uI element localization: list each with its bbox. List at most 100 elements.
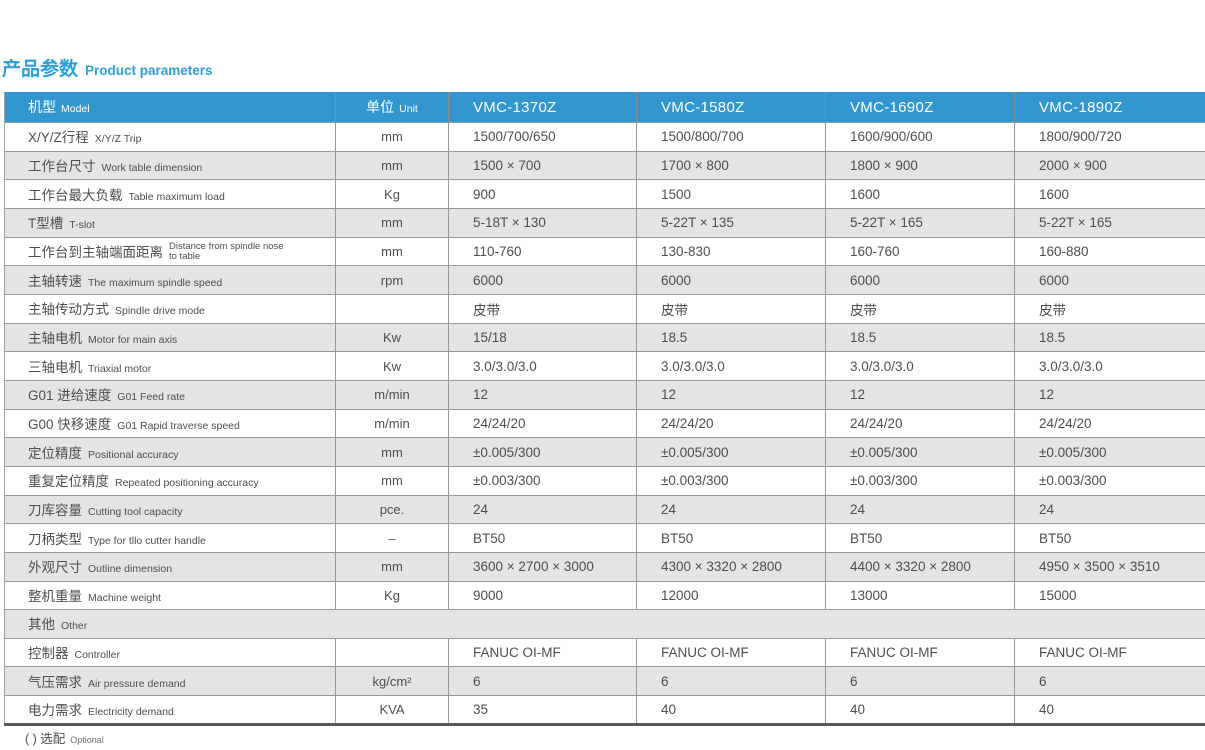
param-label-en: Machine weight	[88, 591, 161, 604]
param-label-zh: 工作台到主轴端面距离	[28, 244, 163, 260]
value-cell: 皮带	[636, 293, 826, 324]
param-label-en: Outline dimension	[88, 563, 173, 576]
unit-cell: Kg	[335, 179, 449, 209]
param-row: 定位精度 Positional accuracy mm ±0.005/300 ±0.00…	[4, 437, 1205, 467]
param-label-zh: 工作台尺寸	[28, 158, 96, 174]
param-label-zh: 气压需求	[28, 674, 82, 690]
header-cell-model-1580: VMC-1580Z	[636, 92, 826, 123]
value-cell: 1600/900/600	[825, 122, 1015, 152]
param-label-zh: 刀柄类型	[28, 531, 82, 547]
param-row: T型槽 T-slot mm 5-18T × 130 5-22T × 135 5-22T ×…	[4, 207, 1205, 238]
value-cell: 18.5	[825, 322, 1015, 352]
value-cell: 4950 × 3500 × 3510	[1014, 551, 1205, 581]
footnote-zh: ( ) 选配	[25, 732, 66, 746]
value-cell: 12000	[636, 580, 826, 610]
unit-cell: rpm	[335, 265, 449, 295]
value-cell: 6000	[825, 265, 1015, 295]
param-label-en: The maximum spindle speed	[88, 276, 223, 289]
unit-cell: mm	[335, 465, 449, 496]
param-label-cell: 刀柄类型 Type for tllo cutter handle	[4, 523, 336, 553]
unit-cell: mm	[335, 150, 449, 180]
value-cell: 1800/900/720	[1014, 122, 1205, 152]
param-label-zh: 整机重量	[28, 588, 82, 604]
param-label-en: T-slot	[69, 219, 95, 232]
param-label-zh: 重复定位精度	[28, 474, 109, 490]
table-header-row: 机型 Model 单位 Unit VMC-1370Z VMC-1580Z VMC-1…	[4, 92, 1205, 123]
page-title: 产品参数 Product parameters	[2, 54, 213, 81]
footnote-en: Optional	[70, 735, 104, 745]
value-cell: 24	[1014, 494, 1205, 524]
value-cell: 6000	[1014, 265, 1205, 295]
param-row: 主轴传动方式 Spindle drive mode 皮带 皮带 皮带 皮带	[4, 293, 1205, 324]
value-cell: ±0.005/300	[636, 437, 826, 467]
param-row: 电力需求 Electricity demand KVA 35 40 40 40	[4, 695, 1205, 725]
header-cell-model-1890: VMC-1890Z	[1014, 92, 1205, 123]
header-model-en: Model	[61, 103, 90, 115]
param-label-en: Positional accuracy	[88, 448, 179, 461]
param-row: 整机重量 Machine weight Kg 9000 12000 13000 15000	[4, 580, 1205, 610]
value-cell: 1500 × 700	[448, 150, 637, 180]
param-label-en: X/Y/Z Trip	[94, 133, 142, 146]
param-row: 工作台到主轴端面距离 Distance from spindle nose to …	[4, 236, 1205, 266]
unit-cell	[335, 293, 449, 324]
value-cell: FANUC OI-MF	[825, 637, 1015, 667]
unit-cell: mm	[335, 207, 449, 238]
value-cell: BT50	[636, 523, 826, 553]
param-label-cell: G01 进给速度 G01 Feed rate	[4, 379, 336, 410]
param-label-cell: 整机重量 Machine weight	[4, 580, 336, 610]
param-row: 刀库容量 Cutting tool capacity pce. 24 24 24 24	[4, 494, 1205, 524]
value-cell: 4400 × 3320 × 2800	[825, 551, 1015, 581]
value-cell: BT50	[825, 523, 1015, 553]
param-label-cell: 主轴电机 Motor for main axis	[4, 322, 336, 352]
param-label-en: Spindle drive mode	[115, 305, 205, 318]
header-cell-model-1370: VMC-1370Z	[448, 92, 637, 123]
param-label-en: G01 Feed rate	[117, 391, 185, 404]
param-row: 工作台尺寸 Work table dimension mm 1500 × 700 170…	[4, 150, 1205, 180]
param-label-cell: 主轴传动方式 Spindle drive mode	[4, 293, 336, 324]
param-label-cell: 电力需求 Electricity demand	[4, 695, 336, 725]
value-cell: 24	[825, 494, 1015, 524]
param-label-cell: 定位精度 Positional accuracy	[4, 437, 336, 467]
value-cell: FANUC OI-MF	[448, 637, 637, 667]
param-label-cell: 三轴电机 Triaxial motor	[4, 351, 336, 381]
value-cell: 900	[448, 179, 637, 209]
value-cell: BT50	[1014, 523, 1205, 553]
header-unit-en: Unit	[399, 103, 418, 115]
value-cell: 3.0/3.0/3.0	[825, 351, 1015, 381]
value-cell: 5-22T × 135	[636, 207, 826, 238]
value-cell: ±0.003/300	[448, 465, 637, 496]
value-cell: 1500/700/650	[448, 122, 637, 152]
value-cell: 1800 × 900	[825, 150, 1015, 180]
value-cell: FANUC OI-MF	[636, 637, 826, 667]
param-label-en: Air pressure demand	[88, 677, 186, 690]
value-cell: 24/24/20	[636, 408, 826, 438]
param-label-zh: 定位精度	[28, 445, 82, 461]
param-row: 主轴电机 Motor for main axis Kw 15/18 18.5 18.5 18…	[4, 322, 1205, 352]
header-unit-zh: 单位	[366, 99, 395, 115]
param-row: 工作台最大负载 Table maximum load Kg 900 1500 1600 16…	[4, 179, 1205, 209]
param-label-zh: 其他	[28, 617, 55, 633]
param-label-zh: T型槽	[28, 216, 64, 232]
value-cell: 6	[448, 666, 637, 696]
value-cell: 3.0/3.0/3.0	[1014, 351, 1205, 381]
unit-cell: Kw	[335, 322, 449, 352]
param-label-cell: 工作台最大负载 Table maximum load	[4, 179, 336, 209]
value-cell: 160-880	[1014, 236, 1205, 266]
value-cell: 5-22T × 165	[1014, 207, 1205, 238]
param-label-cell: 主轴转速 The maximum spindle speed	[4, 265, 336, 295]
value-cell: 24/24/20	[825, 408, 1015, 438]
value-cell: 13000	[825, 580, 1015, 610]
param-label-cell: 外观尺寸 Outline dimension	[4, 551, 336, 581]
page-title-en: Product parameters	[85, 63, 213, 78]
param-label-cell: 刀库容量 Cutting tool capacity	[4, 494, 336, 524]
value-cell: ±0.005/300	[448, 437, 637, 467]
page-title-zh: 产品参数	[2, 59, 79, 80]
param-row: 三轴电机 Triaxial motor Kw 3.0/3.0/3.0 3.0/3.0/3…	[4, 351, 1205, 381]
value-cell: 1600	[1014, 179, 1205, 209]
value-cell: 6	[636, 666, 826, 696]
value-cell: 皮带	[448, 293, 637, 324]
value-cell: 12	[448, 379, 637, 410]
param-row: 主轴转速 The maximum spindle speed rpm 6000 6000…	[4, 265, 1205, 295]
param-row: 气压需求 Air pressure demand kg/cm² 6 6 6 6	[4, 666, 1205, 696]
value-cell: 160-760	[825, 236, 1015, 266]
